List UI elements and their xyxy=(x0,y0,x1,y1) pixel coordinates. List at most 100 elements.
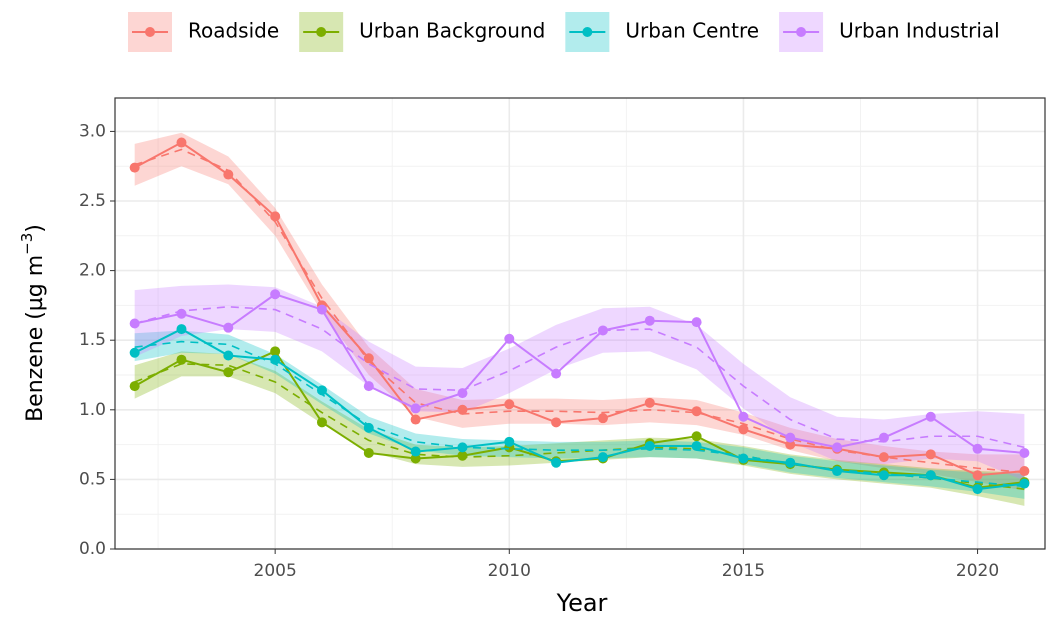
data-point xyxy=(410,414,421,425)
data-point xyxy=(644,397,655,408)
legend-item: Urban Centre xyxy=(565,12,759,52)
data-point xyxy=(223,350,234,361)
data-point xyxy=(129,318,140,329)
trend-line xyxy=(134,305,1025,449)
data-point xyxy=(691,317,702,328)
x-tick-label: 2010 xyxy=(488,561,531,581)
data-point xyxy=(551,457,562,468)
legend-label: Urban Centre xyxy=(625,19,759,43)
x-tick-label: 2020 xyxy=(956,561,999,581)
data-point xyxy=(270,354,281,365)
plot-border xyxy=(114,97,1046,550)
data-point xyxy=(738,453,749,464)
data-point xyxy=(832,442,843,453)
data-point xyxy=(597,452,608,463)
confidence-ribbon xyxy=(134,351,1025,506)
data-point xyxy=(270,346,281,357)
trend-line xyxy=(134,363,1025,490)
data-point xyxy=(504,436,515,447)
data-point xyxy=(410,453,421,464)
data-point xyxy=(270,289,281,300)
legend-key-point xyxy=(316,27,327,37)
data-point xyxy=(176,324,187,335)
data-point xyxy=(691,431,702,442)
data-point xyxy=(457,442,468,453)
data-point xyxy=(1019,447,1030,458)
series-line xyxy=(134,141,1025,477)
data-point xyxy=(785,457,796,468)
data-point xyxy=(504,333,515,344)
data-point xyxy=(270,211,281,222)
data-point xyxy=(129,347,140,358)
data-point xyxy=(363,422,374,433)
confidence-ribbon xyxy=(134,284,1025,481)
data-point xyxy=(691,406,702,417)
data-point xyxy=(644,315,655,326)
plot-area xyxy=(129,132,1030,506)
data-point xyxy=(832,466,843,477)
data-point xyxy=(363,447,374,458)
data-point xyxy=(363,381,374,392)
data-point xyxy=(129,162,140,173)
data-point xyxy=(972,484,983,495)
data-point xyxy=(410,403,421,414)
legend-key-point xyxy=(582,27,593,37)
confidence-ribbon xyxy=(134,330,1025,499)
data-point xyxy=(457,450,468,461)
y-tick-label: 1.5 xyxy=(79,330,106,350)
data-point xyxy=(785,432,796,443)
data-point xyxy=(316,385,327,396)
y-axis-title: Benzene (µg m−3) xyxy=(18,224,49,422)
data-point xyxy=(223,367,234,378)
series-line xyxy=(134,327,1025,491)
data-point xyxy=(925,470,936,481)
data-point xyxy=(316,417,327,428)
legend-key-point xyxy=(796,27,807,37)
data-point xyxy=(176,137,187,148)
legend-key-point xyxy=(145,27,155,37)
y-tick-label: 3.0 xyxy=(79,121,106,141)
y-tick-label: 0.0 xyxy=(79,539,106,559)
data-point xyxy=(925,449,936,460)
data-point xyxy=(597,413,608,424)
y-tick-label: 2.5 xyxy=(79,191,106,211)
data-point xyxy=(457,404,468,415)
data-point xyxy=(176,308,187,319)
y-title-superscript: −3 xyxy=(18,233,36,255)
data-point xyxy=(551,417,562,428)
data-point xyxy=(223,169,234,180)
data-point xyxy=(691,440,702,451)
legend-item: Urban Industrial xyxy=(779,12,1000,52)
x-axis-title: Year xyxy=(556,589,608,617)
y-tick-label: 2.0 xyxy=(79,261,106,281)
data-point xyxy=(129,381,140,392)
data-point xyxy=(504,399,515,410)
data-point xyxy=(316,304,327,315)
data-point xyxy=(457,388,468,399)
data-point xyxy=(738,411,749,422)
data-point xyxy=(551,368,562,379)
data-point xyxy=(925,411,936,422)
data-point xyxy=(223,322,234,333)
data-point xyxy=(597,325,608,336)
data-point xyxy=(785,439,796,450)
y-title-suffix: ) xyxy=(23,224,48,233)
x-tick-label: 2005 xyxy=(254,561,297,581)
data-point xyxy=(972,470,983,481)
series-line xyxy=(134,293,1025,454)
legend-label: Urban Industrial xyxy=(839,19,1000,43)
data-point xyxy=(878,470,889,481)
data-point xyxy=(363,353,374,364)
data-point xyxy=(878,452,889,463)
trend-line xyxy=(134,340,1025,488)
legend-item: Roadside xyxy=(128,12,279,52)
y-tick-label: 1.0 xyxy=(79,400,106,420)
legend-item: Urban Background xyxy=(299,12,545,52)
y-title-text: Benzene (µg m xyxy=(23,255,48,422)
data-point xyxy=(972,443,983,454)
data-point xyxy=(878,432,889,443)
x-tick-label: 2015 xyxy=(722,561,765,581)
y-tick-label: 0.5 xyxy=(79,469,106,489)
legend-label: Roadside xyxy=(188,19,279,43)
